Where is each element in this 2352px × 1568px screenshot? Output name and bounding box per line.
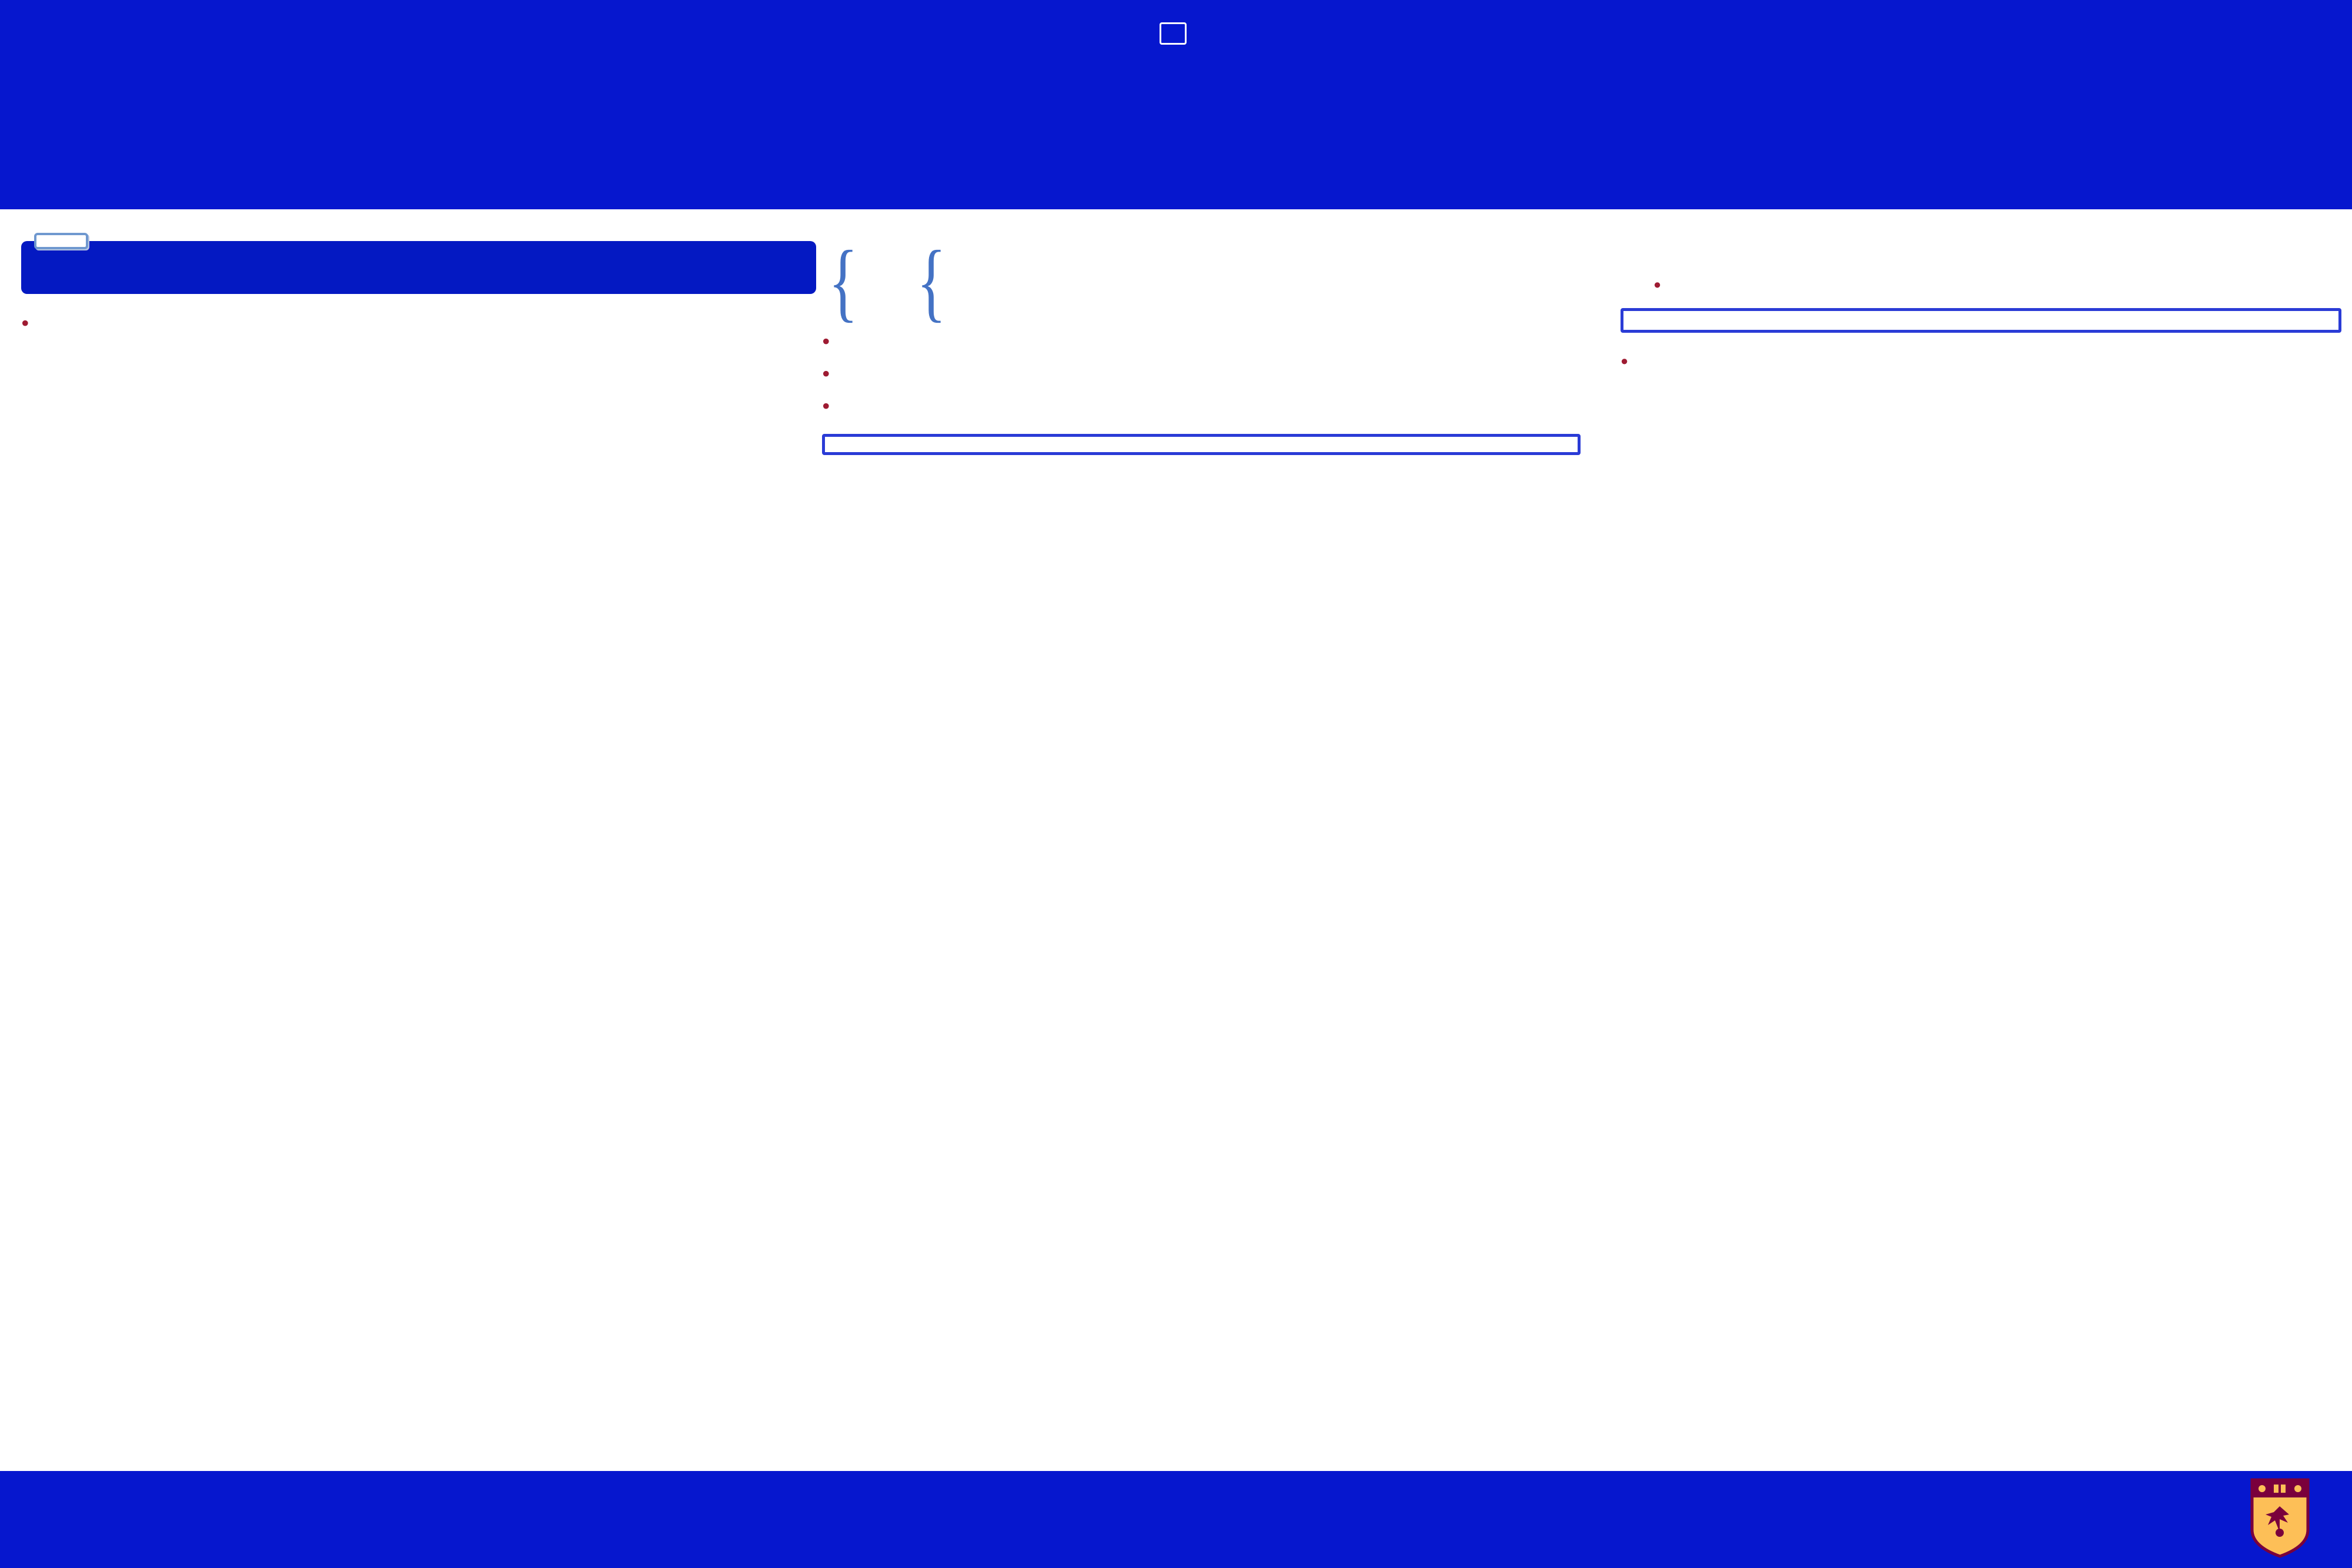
bullet-dot-icon: ● bbox=[21, 315, 29, 330]
left-column: ● bbox=[21, 219, 816, 342]
footer-banner bbox=[0, 1471, 2352, 1568]
training-bullet: ● bbox=[822, 392, 1581, 419]
right-column: ● ● bbox=[1621, 243, 2341, 379]
fno-last-bullet: ● bbox=[21, 309, 816, 336]
bullet-dot-icon: ● bbox=[822, 333, 830, 348]
bullet-dot-icon: ● bbox=[1621, 353, 1629, 368]
middle-column: { { ● ● ● bbox=[822, 230, 1581, 466]
email-chip bbox=[1160, 22, 1192, 45]
neurips-logo bbox=[35, 1476, 134, 1564]
summary-label bbox=[34, 233, 88, 249]
brace-equation-block: { { bbox=[822, 233, 1581, 330]
figure2-box bbox=[1621, 307, 2341, 333]
table1-results-bullet: ● bbox=[1653, 272, 2341, 297]
summary-section bbox=[21, 233, 816, 294]
figure1-box bbox=[822, 434, 1581, 455]
future-work-bullet: ● bbox=[1621, 348, 2341, 374]
mcmaster-logo bbox=[2240, 1477, 2311, 1559]
bullet-dot-icon: ● bbox=[1653, 277, 1662, 292]
mcmaster-shield-icon bbox=[2250, 1478, 2310, 1558]
bullet-dot-icon: ● bbox=[822, 366, 830, 380]
left-brace-glyph: { bbox=[828, 233, 858, 330]
header-banner bbox=[0, 0, 2352, 209]
neurips-swirl-icon bbox=[35, 1476, 123, 1564]
bullet-dot-icon: ● bbox=[822, 398, 830, 413]
summary-box bbox=[21, 241, 816, 294]
we-generate-bullet: ● bbox=[822, 327, 1581, 354]
email-envelope-icon bbox=[1160, 22, 1187, 45]
samples-bullet: ● bbox=[822, 360, 1581, 386]
right-brace-glyph: { bbox=[916, 233, 947, 330]
